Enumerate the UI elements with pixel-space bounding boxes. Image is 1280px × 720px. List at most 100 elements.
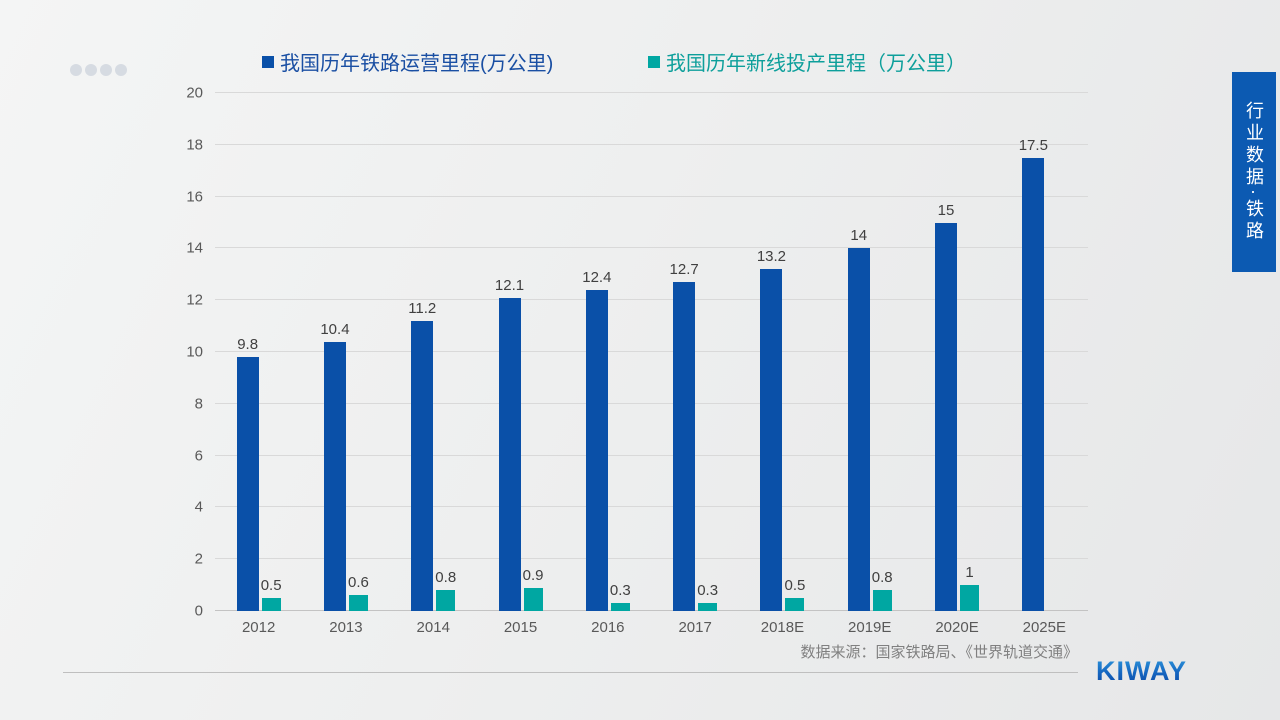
legend-item-new-line-mileage: 我国历年新线投产里程（万公里） bbox=[648, 47, 966, 76]
legend-label: 我国历年铁路运营里程(万公里) bbox=[280, 53, 554, 75]
new-line-bar-2020E: 1 bbox=[960, 564, 980, 611]
y-axis-tick-label: 20 bbox=[186, 84, 203, 102]
y-axis-tick-label: 12 bbox=[186, 291, 203, 309]
gridline bbox=[215, 351, 1088, 352]
y-axis-tick-label: 4 bbox=[194, 498, 203, 516]
bar-group-2017: 12.7 0.3 bbox=[651, 93, 738, 611]
new-line-bar-2016: 0.3 bbox=[610, 582, 631, 611]
gridline bbox=[215, 143, 1088, 145]
bar-group-2012: 9.8 0.5 bbox=[215, 93, 302, 611]
x-axis-category-label: 2020E bbox=[935, 619, 979, 636]
operating-mileage-bar-2020E: 15 bbox=[935, 202, 958, 611]
bar-value-label: 15 bbox=[937, 201, 955, 219]
y-axis-tick-label: 16 bbox=[186, 188, 203, 206]
new-line-bar-2019E: 0.8 bbox=[872, 569, 893, 611]
x-axis-category-label: 2018E bbox=[760, 619, 805, 636]
bar-group-2013: 10.4 0.6 bbox=[302, 93, 389, 611]
legend-swatch-blue-icon bbox=[262, 55, 274, 68]
legend-swatch-teal-icon bbox=[648, 55, 660, 68]
x-axis-labels: 2012 2013 2014 2015 2016 2017 2018E 2019E 2020E 2… bbox=[215, 619, 1088, 636]
gridline bbox=[215, 247, 1088, 249]
bar-group-2014: 11.2 0.8 bbox=[390, 93, 477, 611]
operating-mileage-bar-2018E: 13.2 bbox=[757, 248, 786, 611]
kiway-logo: KIWAY bbox=[1096, 656, 1188, 686]
pagination-dot bbox=[70, 64, 82, 76]
gridline bbox=[215, 558, 1088, 560]
bar-value-label: 0.5 bbox=[260, 577, 282, 595]
gridline bbox=[215, 299, 1088, 301]
legend-item-operating-mileage: 我国历年铁路运营里程(万公里) bbox=[262, 47, 553, 76]
pagination-dots bbox=[70, 64, 127, 76]
pagination-dot bbox=[115, 64, 127, 76]
bar-group-2018E: 13.2 0.5 bbox=[739, 93, 826, 611]
operating-mileage-bar-2016: 12.4 bbox=[582, 269, 611, 611]
x-axis-category-label: 2019E bbox=[848, 619, 892, 636]
y-axis-tick-label: 14 bbox=[186, 239, 203, 257]
new-line-bar-2015: 0.9 bbox=[523, 567, 543, 611]
bar-value-label: 12.7 bbox=[669, 261, 699, 279]
new-line-bar-2013: 0.6 bbox=[348, 574, 369, 611]
x-axis-category-label: 2014 bbox=[416, 619, 450, 636]
bar-group-2025E: 17.5 bbox=[1001, 93, 1088, 611]
x-axis-category-label: 2017 bbox=[678, 619, 712, 636]
side-tab-industry-data-railway: 行业数据·铁路 bbox=[1232, 72, 1276, 272]
bar-value-label: 17.5 bbox=[1018, 136, 1048, 154]
x-axis-category-label: 2012 bbox=[241, 619, 276, 636]
operating-mileage-bar-2017: 12.7 bbox=[670, 261, 699, 611]
pagination-dot bbox=[100, 64, 112, 76]
side-tab-label: 行业数据·铁路 bbox=[1244, 101, 1264, 243]
new-line-bar-2012: 0.5 bbox=[261, 577, 282, 611]
bar-group-2015: 12.1 0.9 bbox=[477, 93, 564, 611]
bar-value-label: 0.8 bbox=[871, 569, 893, 587]
bar-chart-plot-area: 9.8 0.5 10.4 0.6 11.2 0.8 12.1 0.9 12.4 0.3 12.7 0.… bbox=[215, 92, 1088, 611]
operating-mileage-bar-2015: 12.1 bbox=[495, 277, 524, 611]
gridline bbox=[215, 610, 1088, 611]
gridline bbox=[215, 454, 1088, 456]
bar-value-label: 9.8 bbox=[237, 336, 259, 354]
bar-group-2019E: 14 0.8 bbox=[826, 93, 913, 611]
bar-groups: 9.8 0.5 10.4 0.6 11.2 0.8 12.1 0.9 12.4 0.3 12.7 0.… bbox=[215, 93, 1088, 611]
y-axis-tick-label: 10 bbox=[186, 343, 203, 361]
new-line-bar-2017: 0.3 bbox=[697, 582, 718, 611]
bar-value-label: 0.6 bbox=[348, 574, 369, 592]
bar-value-label: 1 bbox=[965, 564, 974, 582]
data-source-note: 数据来源：国家铁路局、《世界轨道交通》 bbox=[800, 644, 1078, 661]
x-axis-category-label: 2016 bbox=[591, 619, 625, 636]
bar-value-label: 10.4 bbox=[320, 320, 350, 338]
bar-value-label: 14 bbox=[850, 227, 868, 245]
operating-mileage-bar-2013: 10.4 bbox=[320, 321, 350, 611]
pagination-dot bbox=[85, 64, 97, 76]
operating-mileage-bar-2014: 11.2 bbox=[408, 300, 436, 611]
bar-value-label: 11.2 bbox=[408, 299, 437, 317]
x-axis-category-label: 2013 bbox=[329, 619, 363, 636]
y-axis: 0 2 4 6 8 10 12 14 16 18 20 bbox=[158, 85, 208, 620]
bar-value-label: 12.1 bbox=[494, 276, 525, 294]
bar-value-label: 0.8 bbox=[435, 569, 457, 587]
bar-group-2020E: 15 1 bbox=[913, 93, 1000, 611]
x-axis-category-label: 2015 bbox=[503, 619, 538, 636]
y-axis-tick-label: 6 bbox=[194, 447, 203, 465]
x-axis-category-label: 2025E bbox=[1022, 619, 1066, 636]
bar-value-label: 0.5 bbox=[784, 577, 806, 595]
gridline bbox=[215, 506, 1088, 508]
operating-mileage-bar-2012: 9.8 bbox=[236, 336, 259, 611]
legend-label: 我国历年新线投产里程（万公里） bbox=[666, 53, 966, 75]
bar-value-label: 0.3 bbox=[609, 582, 631, 600]
new-line-bar-2018E: 0.5 bbox=[784, 577, 805, 611]
operating-mileage-bar-2019E: 14 bbox=[847, 227, 870, 611]
bar-value-label: 0.9 bbox=[522, 566, 544, 584]
bar-value-label: 12.4 bbox=[582, 268, 612, 286]
bar-group-2016: 12.4 0.3 bbox=[564, 93, 651, 611]
footer-divider bbox=[63, 672, 1078, 673]
y-axis-tick-label: 2 bbox=[194, 550, 203, 568]
gridline bbox=[215, 92, 1088, 93]
bar-value-label: 13.2 bbox=[756, 248, 787, 266]
bar-value-label: 0.3 bbox=[697, 582, 719, 600]
gridline bbox=[215, 402, 1088, 404]
y-axis-tick-label: 8 bbox=[194, 395, 203, 413]
gridline bbox=[215, 195, 1088, 197]
y-axis-tick-label: 0 bbox=[194, 602, 203, 620]
y-axis-tick-label: 18 bbox=[186, 136, 203, 154]
new-line-bar-2014: 0.8 bbox=[435, 569, 456, 611]
